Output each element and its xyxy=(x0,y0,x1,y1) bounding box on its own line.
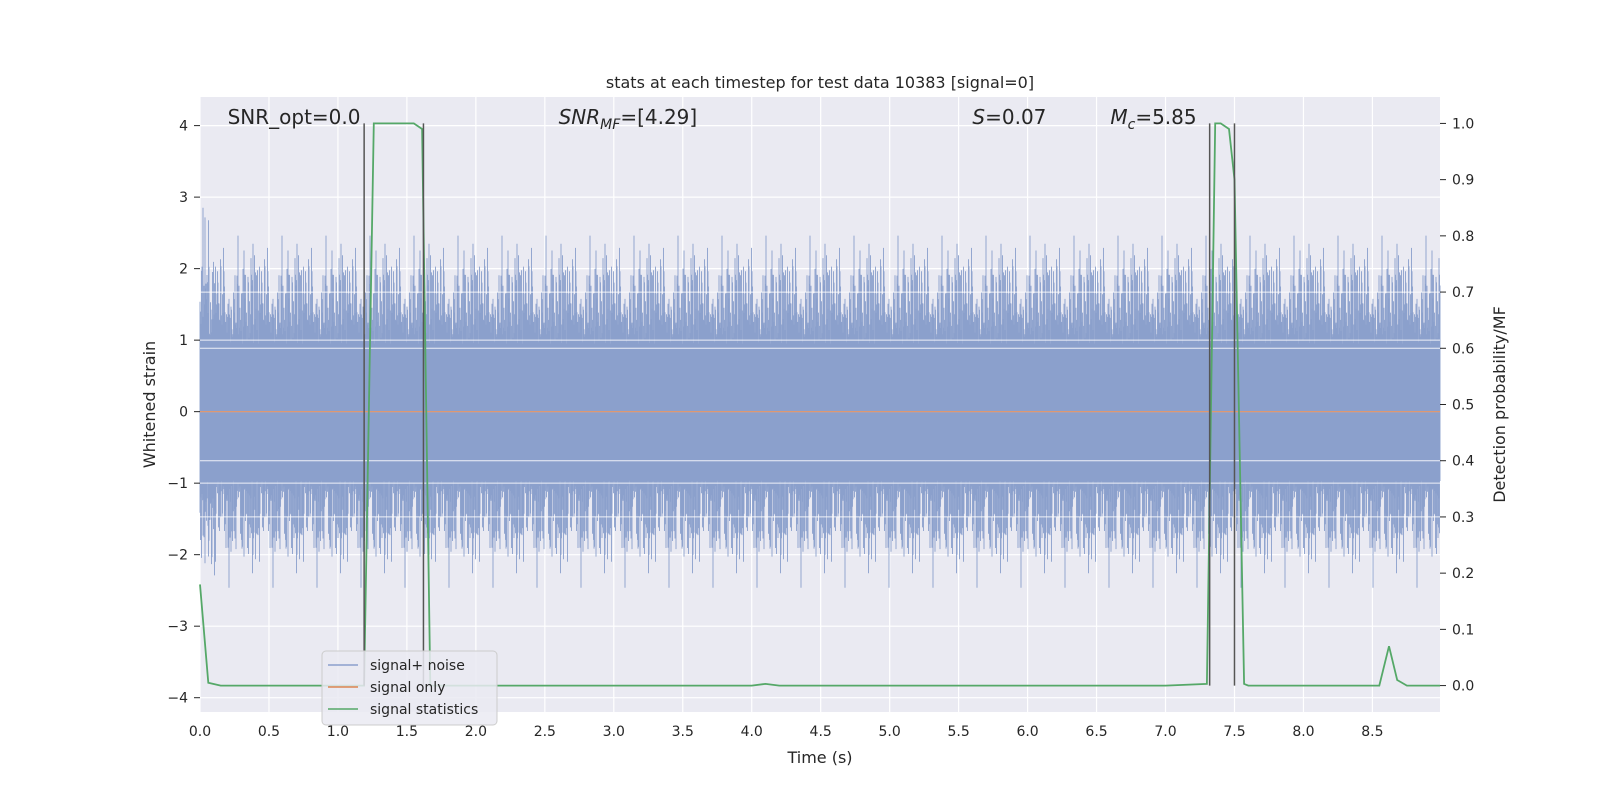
annotation-main: SNR xyxy=(559,105,601,129)
x-tick-label: 8.0 xyxy=(1292,724,1314,740)
x-tick-label: 4.0 xyxy=(741,724,763,740)
series-signal-statistics xyxy=(199,122,1440,687)
annotation-value: =[4.29] xyxy=(620,105,697,129)
y-tick-label: −1 xyxy=(167,476,188,492)
legend-label-signal-plus-noise: signal+ noise xyxy=(370,658,465,674)
annotation-main: SNR_opt=0.0 xyxy=(228,105,361,129)
annotations: SNR_opt=0.0 SNRMF=[4.29] S=0.07 Mc=5.85 xyxy=(228,105,1197,133)
legend-label-signal-only: signal only xyxy=(370,680,445,696)
annotation-text: S=0.07 xyxy=(972,105,1046,129)
y-axis-title: Whitened strain xyxy=(140,341,159,468)
y2-tick-label: 0.4 xyxy=(1452,454,1474,470)
y2-tick-label: 0.9 xyxy=(1452,173,1474,189)
x-tick-label: 2.5 xyxy=(534,724,556,740)
x-tick-label: 1.5 xyxy=(396,724,418,740)
annotation-text: SNR_opt=0.0 xyxy=(228,105,361,129)
x-tick-label: 7.5 xyxy=(1223,724,1245,740)
y2-tick-label: 0.3 xyxy=(1452,510,1474,526)
y2-tick-label: 0.8 xyxy=(1452,229,1474,245)
x-tick-label: 3.0 xyxy=(603,724,625,740)
x-axis-ticks: 0.0 0.5 1.0 1.5 2.0 2.5 3.0 3.5 4.0 4.5 5.0 5.5 6.0 6… xyxy=(189,724,1384,740)
annotation-value: =5.85 xyxy=(1135,105,1196,129)
legend-label-signal-statistics: signal statistics xyxy=(370,702,478,718)
x-tick-label: 3.5 xyxy=(672,724,694,740)
y2-tick-label: 1.0 xyxy=(1452,116,1474,132)
y-tick-label: −3 xyxy=(167,619,188,635)
y-axis-ticks: −4 −3 −2 −1 0 1 2 3 4 xyxy=(167,119,200,707)
y2-tick-label: 0.7 xyxy=(1452,285,1474,301)
x-tick-label: 0.5 xyxy=(258,724,280,740)
y-tick-label: 0 xyxy=(179,405,188,421)
x-tick-label: 5.0 xyxy=(879,724,901,740)
legend: signal+ noise signal only signal statist… xyxy=(321,650,498,726)
y-tick-label: 3 xyxy=(179,190,188,206)
y2-tick-label: 0.5 xyxy=(1452,398,1474,414)
y2-axis-title: Detection probability/MF xyxy=(1490,306,1509,503)
annotation-text: SNRMF=[4.29] xyxy=(559,105,698,133)
y2-tick-label: 0.6 xyxy=(1452,341,1474,357)
x-tick-label: 0.0 xyxy=(189,724,211,740)
annotation-subscript: MF xyxy=(600,117,621,133)
signal-statistics-line xyxy=(199,122,1440,687)
vertical-markers xyxy=(363,123,1236,686)
y-tick-label: −2 xyxy=(167,548,188,564)
x-axis-title: Time (s) xyxy=(786,748,852,767)
x-tick-label: 6.0 xyxy=(1016,724,1038,740)
annotation-main: S xyxy=(972,105,985,129)
x-tick-label: 4.5 xyxy=(810,724,832,740)
x-tick-label: 5.5 xyxy=(947,724,969,740)
chart-title: stats at each timestep for test data 103… xyxy=(606,73,1034,92)
y2-tick-label: 0.2 xyxy=(1452,566,1474,582)
annotation-main: M xyxy=(1110,105,1127,129)
annotation-subscript: c xyxy=(1128,117,1136,133)
y2-tick-label: 0.1 xyxy=(1452,622,1474,638)
annotation-value: =0.07 xyxy=(985,105,1046,129)
x-tick-label: 8.5 xyxy=(1361,724,1383,740)
y2-tick-label: 0.0 xyxy=(1452,679,1474,695)
y2-axis-ticks: 0.0 0.1 0.2 0.3 0.4 0.5 0.6 0.7 0.8 0.9 1.0 xyxy=(1440,116,1474,695)
y-tick-label: 4 xyxy=(179,119,188,135)
x-tick-label: 7.0 xyxy=(1154,724,1176,740)
y-tick-label: 1 xyxy=(179,333,188,349)
annotation-text: Mc=5.85 xyxy=(1110,105,1196,133)
x-tick-label: 1.0 xyxy=(327,724,349,740)
legend-box xyxy=(321,650,498,726)
y-tick-label: 2 xyxy=(179,262,188,278)
y-tick-label: −4 xyxy=(167,691,188,707)
x-tick-label: 6.5 xyxy=(1085,724,1107,740)
x-tick-label: 2.0 xyxy=(465,724,487,740)
noise-trace xyxy=(199,207,1441,588)
